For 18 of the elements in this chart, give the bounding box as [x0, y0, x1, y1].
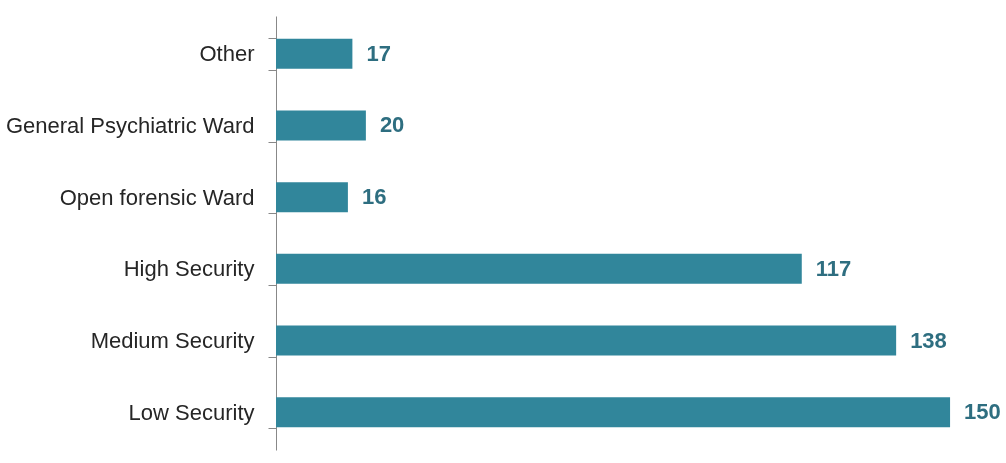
- y-tick-label: High Security: [123, 256, 255, 282]
- bar: [276, 325, 897, 356]
- data-label: 20: [379, 112, 405, 138]
- data-label: 138: [910, 327, 947, 353]
- bar: [276, 110, 366, 141]
- y-tick-label: Other: [199, 41, 255, 67]
- bar: [276, 397, 951, 428]
- bar: [276, 38, 353, 69]
- y-tick-label: General Psychiatric Ward: [5, 112, 255, 138]
- data-label: 17: [366, 40, 391, 66]
- data-label: 117: [815, 255, 852, 281]
- bar: [276, 253, 802, 284]
- data-label: 16: [361, 184, 387, 210]
- bar: [276, 182, 348, 213]
- y-tick-label: Open forensic Ward: [59, 184, 255, 210]
- y-tick-label: Medium Security: [90, 328, 255, 354]
- data-label: 150: [964, 399, 1001, 425]
- y-tick-label: Low Security: [128, 399, 255, 425]
